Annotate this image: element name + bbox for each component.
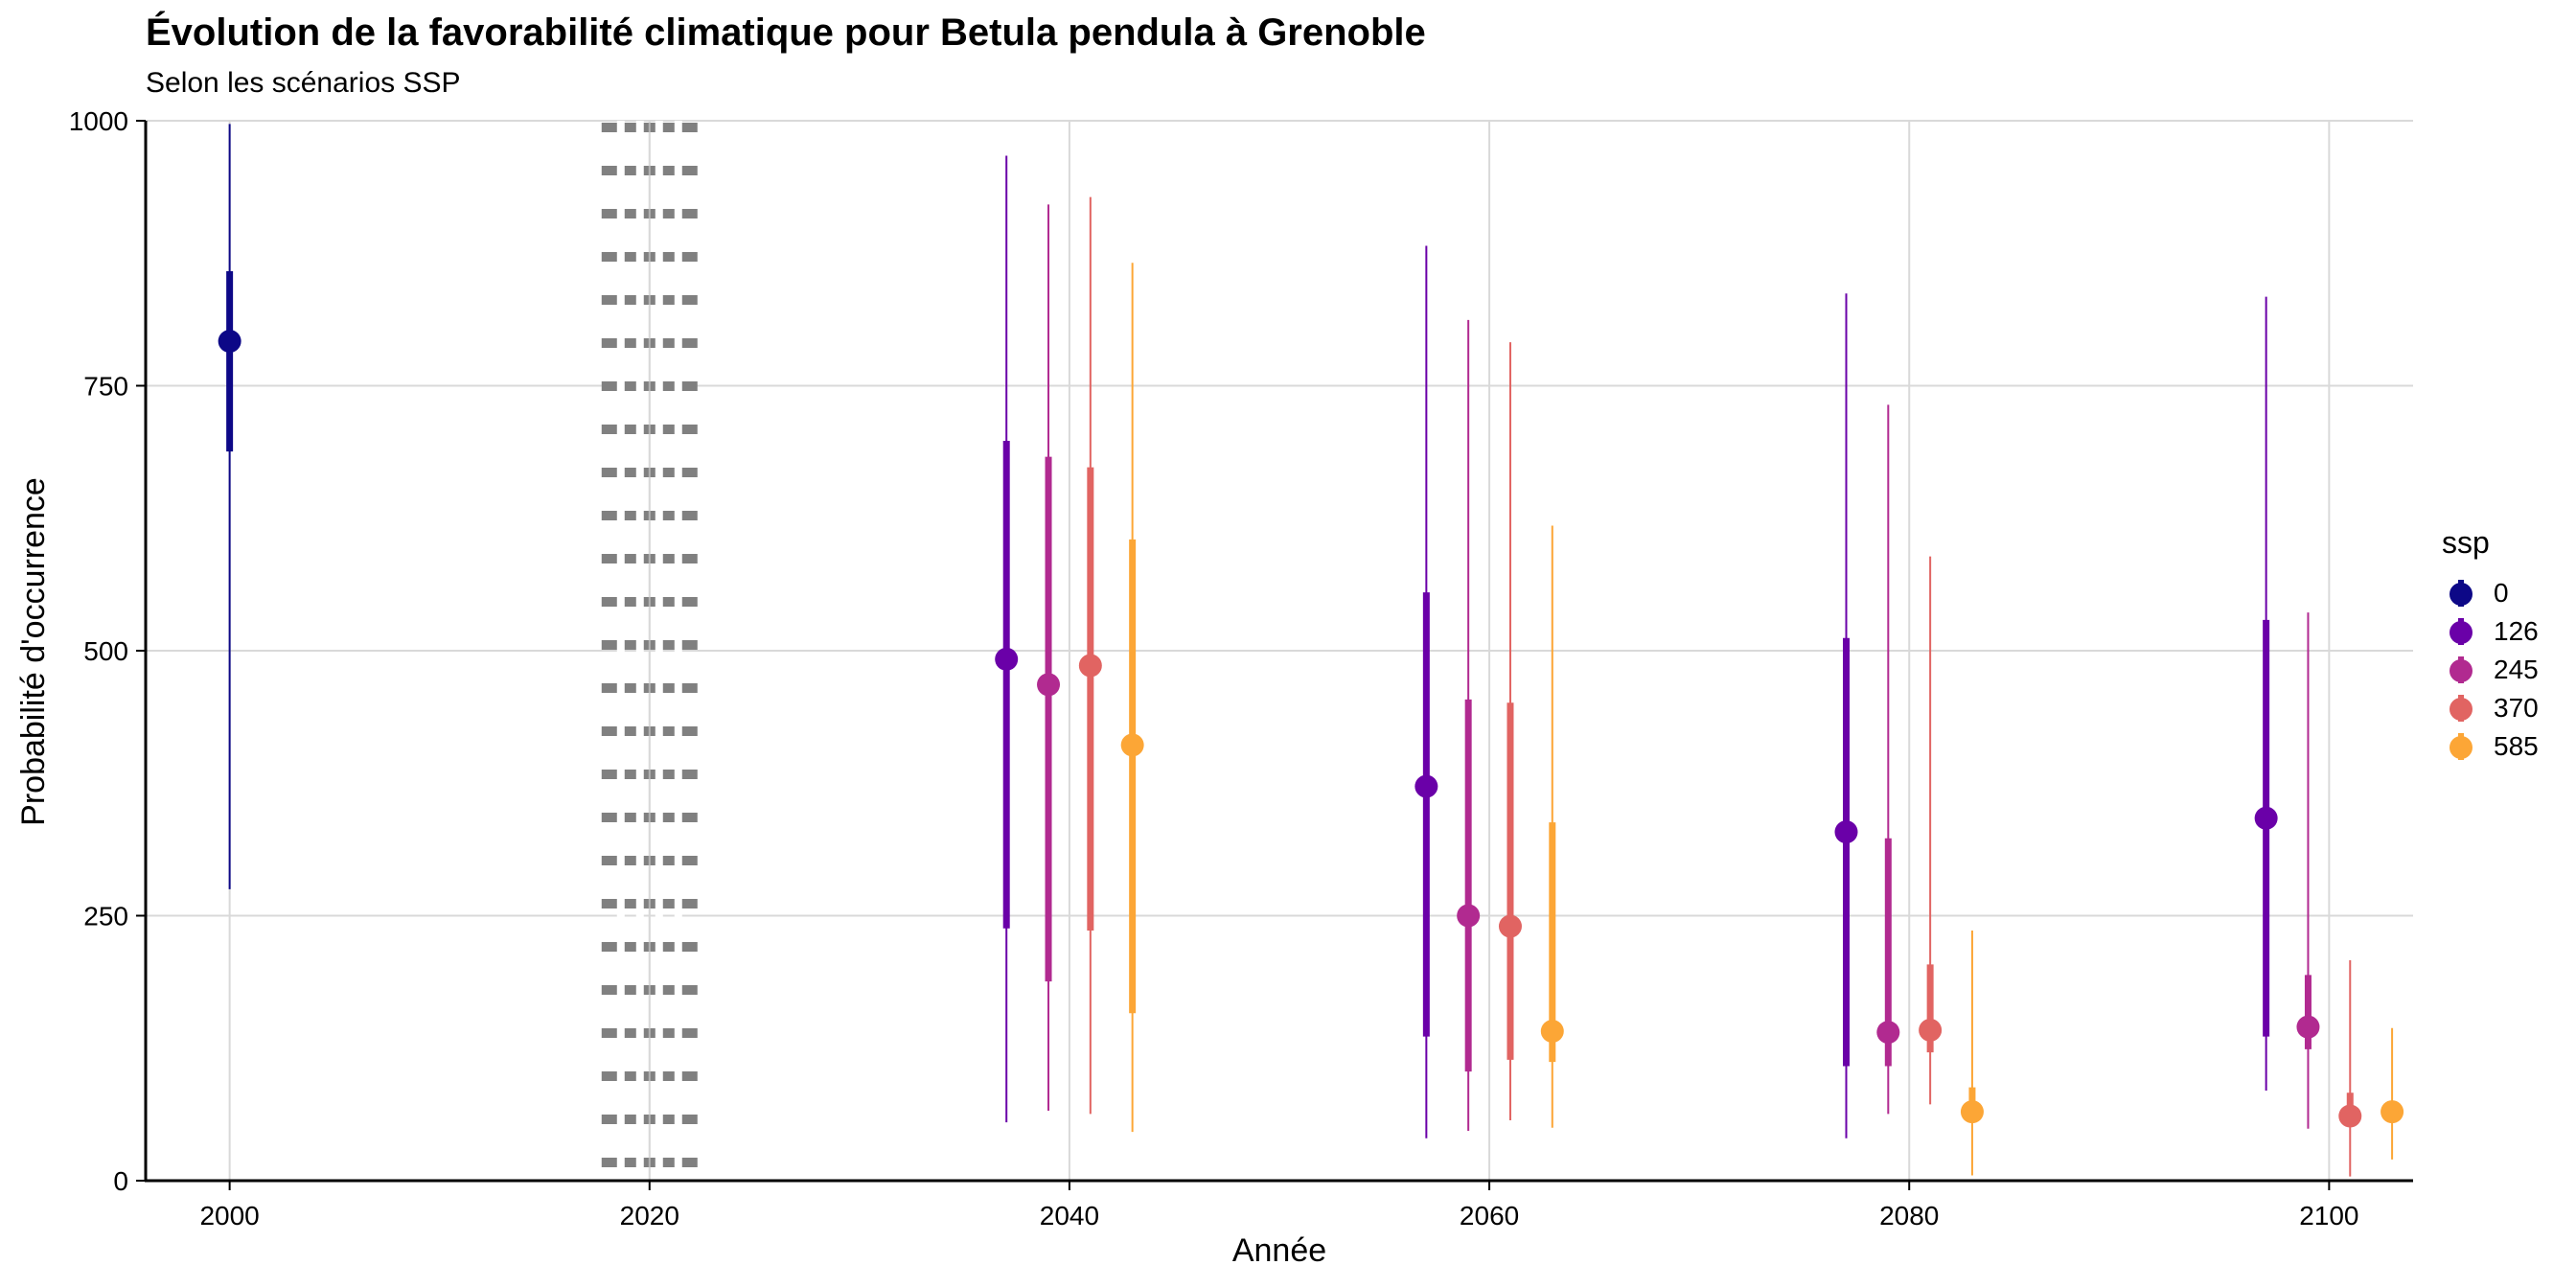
data-point (1960, 1100, 1984, 1124)
x-tick-label: 2040 (1040, 1201, 1099, 1230)
data-point (1540, 1020, 1564, 1044)
legend-item: 585 (2442, 727, 2539, 766)
data-point (2296, 1015, 2320, 1039)
data-point (1498, 914, 1522, 938)
legend-key-dot (2450, 621, 2472, 644)
series-ssp-245 (1037, 204, 2320, 1132)
data-point (1876, 1021, 1900, 1045)
legend-item: 245 (2442, 651, 2539, 689)
data-point (2380, 1100, 2404, 1124)
y-tick-label: 1000 (69, 106, 128, 136)
data-point (995, 647, 1019, 671)
data-point (218, 330, 242, 354)
series-ssp-126 (995, 155, 2278, 1138)
data-point (2254, 806, 2278, 830)
legend-key-dot (2450, 583, 2472, 606)
series-ssp-370 (1078, 196, 2362, 1177)
x-tick-label: 2080 (1879, 1201, 1939, 1230)
legend-title: ssp (2442, 525, 2490, 560)
legend-label: 245 (2494, 655, 2539, 684)
reference-line-2020 (601, 121, 698, 1181)
legend-key-dot (2450, 659, 2472, 682)
legend-label: 585 (2494, 731, 2539, 761)
legend: ssp 0 126 245 370 585 (2442, 525, 2539, 766)
legend-label: 126 (2494, 616, 2539, 646)
x-tick-label: 2060 (1460, 1201, 1519, 1230)
legend-key-icon (2442, 689, 2480, 727)
data-point (2338, 1104, 2362, 1128)
data-point (1078, 654, 1102, 678)
y-tick-label: 0 (113, 1166, 128, 1196)
x-tick-label: 2000 (199, 1201, 259, 1230)
data-marks (218, 124, 2404, 1177)
legend-label: 0 (2494, 578, 2509, 608)
x-tick-label: 2020 (620, 1201, 679, 1230)
y-tick-label: 250 (83, 902, 128, 932)
chart-subtitle: Selon les scénarios SSP (146, 67, 461, 99)
y-axis-label: Probabilité d'occurrence (15, 477, 52, 826)
grid-lines (146, 120, 2413, 1181)
legend-key-icon (2442, 727, 2480, 766)
legend-label: 370 (2494, 693, 2539, 723)
data-point (1834, 820, 1858, 844)
axes: 0 250 500 750 1000 2000 2020 2040 2060 2080 2100 (69, 106, 2413, 1230)
legend-item: 370 (2442, 689, 2539, 727)
legend-key-icon (2442, 612, 2480, 651)
series-ssp-585 (1120, 263, 2404, 1176)
data-point (1120, 733, 1144, 757)
data-point (1037, 673, 1061, 697)
x-tick-label: 2100 (2299, 1201, 2358, 1230)
series-ssp-0 (218, 124, 242, 889)
y-tick-label: 500 (83, 636, 128, 666)
legend-key-icon (2442, 574, 2480, 612)
data-point (1414, 774, 1438, 798)
legend-item: 0 (2442, 574, 2539, 612)
y-tick-label: 750 (83, 372, 128, 402)
data-point (1457, 904, 1481, 928)
legend-key-dot (2450, 698, 2472, 721)
legend-key-dot (2450, 736, 2472, 759)
chart-title: Évolution de la favorabilité climatique … (146, 12, 1426, 54)
legend-key-icon (2442, 651, 2480, 689)
x-axis-label: Année (1232, 1232, 1326, 1269)
legend-item: 126 (2442, 612, 2539, 651)
data-point (1919, 1018, 1943, 1042)
